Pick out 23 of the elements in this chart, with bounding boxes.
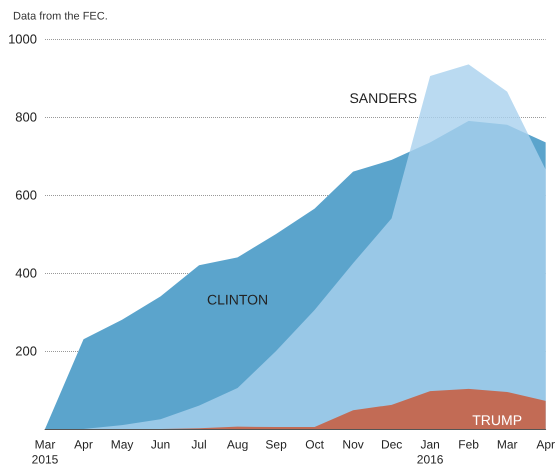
y-tick-label: 400 bbox=[15, 266, 37, 280]
x-tick-label: Apr bbox=[536, 438, 556, 452]
x-tick-label: May bbox=[110, 438, 134, 452]
chart-subtitle: Data from the FEC. bbox=[13, 10, 108, 22]
x-tick-label: Sep bbox=[265, 438, 288, 452]
series-label: TRUMP bbox=[472, 412, 522, 428]
x-tick-label: Mar bbox=[496, 438, 518, 452]
x-tick-label: Dec bbox=[380, 438, 402, 452]
x-tick-label: Aug bbox=[226, 438, 248, 452]
x-tick-label: Mar 2015 bbox=[32, 438, 59, 466]
x-tick-label: Jun bbox=[150, 438, 170, 452]
series-label: CLINTON bbox=[206, 291, 268, 308]
x-tick-label: Apr bbox=[74, 438, 93, 452]
y-tick-label: 1000 bbox=[8, 32, 37, 46]
y-tick-label: 200 bbox=[15, 344, 37, 358]
x-tick-label: Nov bbox=[342, 438, 364, 452]
y-tick-label: 800 bbox=[15, 110, 37, 124]
x-tick-label: Oct bbox=[305, 438, 325, 452]
series-label: SANDERS bbox=[349, 90, 418, 106]
x-tick-label: Jul bbox=[191, 438, 207, 452]
x-tick-label: Feb bbox=[458, 438, 480, 452]
x-tick-label: Jan 2016 bbox=[416, 438, 444, 466]
y-tick-label: 600 bbox=[15, 188, 37, 202]
